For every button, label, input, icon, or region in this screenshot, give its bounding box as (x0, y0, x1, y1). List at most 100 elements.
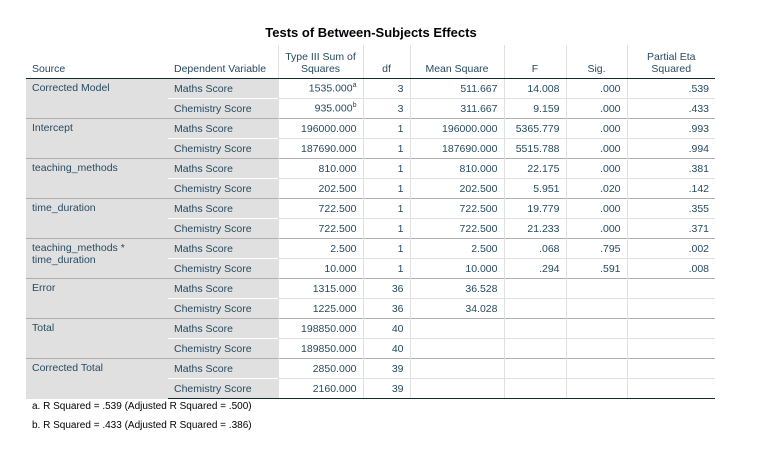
ms-cell: 34.028 (409, 298, 504, 319)
sig-cell (565, 378, 627, 399)
eta-cell (626, 358, 715, 379)
table-row: Error Maths Score 1315.000 36 36.528 (26, 278, 715, 319)
sum-of-squares-value: 935.000 (314, 102, 353, 115)
sum-of-squares-cell: 198850.000 (277, 318, 363, 339)
sum-of-squares-value: 1315.000 (312, 282, 357, 295)
sig-cell: .000 (565, 198, 627, 219)
ms-cell: 311.667 (409, 98, 504, 119)
source-cell: Corrected Total (26, 358, 168, 399)
df-cell: 36 (362, 278, 410, 299)
sum-of-squares-value: 10.000 (324, 262, 357, 275)
table-row: Corrected Model Maths Score 1535.000a 3 511.… (26, 78, 715, 119)
table-row: teaching_methods * time_duration Maths Sc… (26, 238, 715, 279)
eta-cell: .539 (626, 78, 715, 99)
dependent-variable-cell: Chemistry Score (168, 218, 278, 239)
ms-cell: 722.500 (409, 198, 504, 219)
f-cell: 9.159 (503, 98, 566, 119)
dependent-variable-cell: Chemistry Score (168, 378, 278, 399)
eta-cell (626, 278, 715, 299)
df-cell: 1 (362, 118, 410, 139)
dependent-variable-cell: Chemistry Score (168, 258, 278, 279)
table-row: Chemistry Score 1225.000 36 34.028 (26, 298, 715, 319)
sum-of-squares-cell: 2160.000 (277, 378, 363, 399)
table-row: Chemistry Score 187690.000 1 187690.000 5515… (26, 138, 715, 159)
ms-cell (409, 378, 504, 399)
table-row: Chemistry Score 189850.000 40 (26, 338, 715, 359)
header-dependent-variable: Dependent Variable (168, 45, 278, 79)
df-cell: 40 (362, 338, 410, 359)
table-row: Chemistry Score 202.500 1 202.500 5.951.020.… (26, 178, 715, 199)
ms-cell (409, 318, 504, 339)
sum-of-squares-value: 2.500 (330, 242, 357, 255)
sum-of-squares-cell: 187690.000 (277, 138, 363, 159)
eta-cell: .355 (626, 198, 715, 219)
f-cell (503, 298, 566, 319)
df-cell: 1 (362, 138, 410, 159)
sum-of-squares-cell: 202.500 (277, 178, 363, 199)
f-cell (503, 358, 566, 379)
sum-of-squares-cell: 935.000b (277, 98, 363, 119)
eta-cell: .994 (626, 138, 715, 159)
eta-cell (626, 298, 715, 319)
dependent-variable-cell: Maths Score (168, 358, 278, 379)
header-source: Source (26, 45, 168, 79)
eta-cell: .142 (626, 178, 715, 199)
sum-of-squares-cell: 1535.000a (277, 78, 363, 99)
eta-cell: .008 (626, 258, 715, 279)
header-partial-eta-squared: Partial Eta Squared (626, 45, 715, 79)
sig-cell (565, 318, 627, 339)
sum-of-squares-cell: 810.000 (277, 158, 363, 179)
f-cell (503, 378, 566, 399)
f-cell (503, 278, 566, 299)
footnote-marker: a (352, 82, 357, 90)
anova-table: Source Dependent Variable Type III Sum o… (26, 45, 715, 399)
source-cell: Corrected Model (26, 78, 168, 119)
table-row: Chemistry Score 2160.000 39 (26, 378, 715, 399)
eta-cell: .993 (626, 118, 715, 139)
f-cell (503, 338, 566, 359)
df-cell: 3 (362, 78, 410, 99)
ms-cell (409, 358, 504, 379)
dependent-variable-cell: Maths Score (168, 118, 278, 139)
sum-of-squares-cell: 10.000 (277, 258, 363, 279)
sum-of-squares-value: 2160.000 (312, 382, 357, 395)
sum-of-squares-value: 202.500 (318, 182, 357, 195)
source-cell: teaching_methods * time_duration (26, 238, 168, 279)
sig-cell: .000 (565, 158, 627, 179)
sig-cell (565, 358, 627, 379)
ms-cell (409, 338, 504, 359)
sig-cell: .000 (565, 218, 627, 239)
sum-of-squares-value: 722.500 (318, 202, 357, 215)
ms-cell: 187690.000 (409, 138, 504, 159)
f-cell: 22.175 (503, 158, 566, 179)
sum-of-squares-cell: 2850.000 (277, 358, 363, 379)
ms-cell: 36.528 (409, 278, 504, 299)
eta-cell (626, 378, 715, 399)
table-row: Chemistry Score 722.500 1 722.500 21.233.000… (26, 218, 715, 239)
f-cell: 14.008 (503, 78, 566, 99)
f-cell: 5515.788 (503, 138, 566, 159)
ms-cell: 511.667 (409, 78, 504, 99)
dependent-variable-cell: Maths Score (168, 78, 278, 99)
eta-cell: .371 (626, 218, 715, 239)
df-cell: 1 (362, 238, 410, 259)
eta-cell: .381 (626, 158, 715, 179)
sum-of-squares-value: 810.000 (318, 162, 357, 175)
header-sig: Sig. (565, 45, 627, 79)
sum-of-squares-value: 196000.000 (301, 122, 357, 135)
ms-cell: 202.500 (409, 178, 504, 199)
sig-cell (565, 298, 627, 319)
source-cell: Total (26, 318, 168, 359)
sum-of-squares-value: 2850.000 (312, 362, 357, 375)
header-df: df (362, 45, 410, 79)
table-row: Chemistry Score 935.000b 3 311.667 9.159.000… (26, 98, 715, 119)
source-cell: teaching_methods (26, 158, 168, 199)
dependent-variable-cell: Maths Score (168, 198, 278, 219)
dependent-variable-cell: Maths Score (168, 278, 278, 299)
dependent-variable-cell: Maths Score (168, 238, 278, 259)
ms-cell: 810.000 (409, 158, 504, 179)
f-cell: 5365.779 (503, 118, 566, 139)
footnote-marker: b (352, 102, 357, 110)
footnote-b: b. R Squared = .433 (Adjusted R Squared … (32, 420, 252, 431)
table-row: Intercept Maths Score 196000.000 1 196000.00… (26, 118, 715, 159)
